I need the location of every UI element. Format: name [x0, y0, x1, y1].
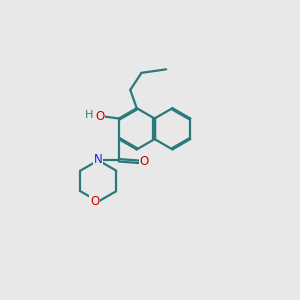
Text: O: O — [90, 195, 99, 208]
Text: N: N — [94, 153, 103, 166]
Text: O: O — [140, 155, 149, 168]
Text: O: O — [95, 110, 104, 123]
Text: H: H — [85, 110, 93, 120]
